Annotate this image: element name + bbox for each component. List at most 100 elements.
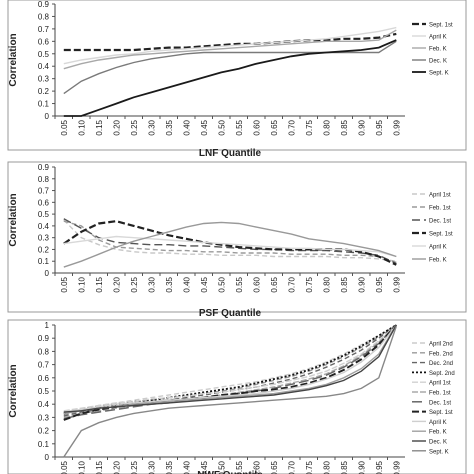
series-line-feb-1st — [63, 220, 397, 264]
x-tick-label: 0.45 — [200, 276, 209, 292]
legend-label: Sept. K — [429, 449, 449, 455]
series-line-dec-1st — [63, 218, 397, 265]
y-tick-label: 0.7 — [38, 187, 50, 196]
legend-label: April 1st — [429, 381, 451, 387]
y-tick-label: 0.3 — [38, 75, 50, 84]
series-line-sept-1st — [63, 32, 397, 52]
x-tick-label: 0.80 — [322, 276, 331, 292]
legend-label: April 1st — [429, 193, 451, 199]
x-axis-title: NWF Quantile — [197, 470, 263, 474]
x-axis-title: LNF Quantile — [199, 148, 262, 159]
legend-label: Feb. 2nd — [429, 351, 453, 357]
x-tick-label: 0.99 — [392, 276, 401, 292]
y-tick-label: 0.5 — [38, 50, 50, 59]
y-axis-title: Correlation — [8, 193, 19, 246]
x-tick-label: 0.05 — [60, 276, 69, 292]
x-tick-label: 0.30 — [147, 119, 156, 135]
x-tick-label: 0.30 — [147, 460, 156, 474]
legend-label: Dec. K — [429, 440, 447, 446]
y-tick-label: 0.9 — [38, 0, 50, 9]
legend-label: Feb. K — [429, 430, 447, 436]
x-tick-label: 0.65 — [270, 119, 279, 135]
y-tick-label: 1 — [45, 321, 50, 330]
x-tick-label: 0.25 — [130, 119, 139, 135]
y-tick-label: 0.3 — [38, 234, 50, 243]
y-tick-label: 0.8 — [38, 175, 50, 184]
y-axis-title: Correlation — [8, 364, 19, 417]
y-tick-label: 0.4 — [38, 222, 50, 231]
series-line-sept-k — [63, 39, 397, 117]
x-tick-label: 0.85 — [340, 276, 349, 292]
x-tick-label: 0.90 — [357, 119, 366, 135]
legend-label: Sept. 2nd — [429, 371, 455, 377]
x-axis-title: PSF Quantile — [199, 308, 262, 319]
y-tick-label: 0.6 — [38, 37, 50, 46]
x-tick-label: 0.20 — [112, 276, 121, 292]
x-tick-label: 0.10 — [77, 276, 86, 292]
y-tick-label: 0.9 — [38, 163, 50, 172]
x-tick-label: 0.35 — [165, 276, 174, 292]
chart-frame — [7, 161, 467, 313]
y-tick-label: 0.2 — [38, 87, 50, 96]
legend-label: Sept. 1st — [429, 232, 453, 238]
y-tick-label: 0 — [45, 453, 50, 462]
legend: April 2nd Feb. 2nd Dec. 2nd Sept. 2nd April … — [412, 342, 455, 455]
series-line-april-k — [63, 26, 397, 65]
x-tick-label: 0.95 — [375, 119, 384, 135]
x-tick-label: 0.15 — [95, 276, 104, 292]
psf-chart: 0 0.1 0.2 0.3 0.4 0.5 0.6 0.7 0.8 0.9 0.05 0.10 0.15… — [7, 161, 467, 319]
legend-label: Feb. 1st — [429, 206, 451, 212]
y-tick-label: 0.6 — [38, 198, 50, 207]
x-tick-label: 0.50 — [217, 460, 226, 474]
x-tick-label: 0.65 — [270, 460, 279, 474]
x-tick-label: 0.70 — [287, 460, 296, 474]
y-tick-label: 0.4 — [38, 62, 50, 71]
x-tick-label: 0.50 — [217, 276, 226, 292]
x-tick-label: 0.60 — [252, 276, 261, 292]
series-line-feb-1st — [63, 324, 397, 419]
legend-label: Sept. 1st — [429, 410, 453, 416]
x-tick-label: 0.95 — [375, 276, 384, 292]
chart-frame — [7, 0, 467, 151]
legend-label: Dec. 2nd — [429, 361, 453, 367]
x-tick-label: 0.45 — [200, 460, 209, 474]
y-tick-label: 0 — [45, 269, 50, 278]
legend-label: April K — [429, 35, 447, 41]
series-line-feb-k — [63, 29, 397, 70]
series-line-april-1st — [63, 324, 397, 412]
x-tick-label: 0.60 — [252, 119, 261, 135]
legend-label: Dec. K — [429, 59, 447, 65]
y-tick-label: 0.9 — [38, 334, 50, 343]
legend-label: Feb. 1st — [429, 391, 451, 397]
x-tick-label: 0.55 — [235, 460, 244, 474]
x-tick-label: 0.35 — [165, 119, 174, 135]
series-line-april-k — [63, 235, 397, 258]
x-tick-label: 0.70 — [287, 276, 296, 292]
x-tick-label: 0.20 — [112, 119, 121, 135]
legend-label: Feb. K — [429, 47, 447, 53]
y-tick-label: 0.2 — [38, 245, 50, 254]
x-tick-label: 0.40 — [182, 460, 191, 474]
y-tick-label: 0.8 — [38, 347, 50, 356]
y-tick-label: 0 — [45, 112, 50, 121]
y-tick-label: 0.1 — [38, 100, 50, 109]
x-tick-label: 0.25 — [130, 276, 139, 292]
x-tick-label: 0.75 — [305, 119, 314, 135]
x-tick-label: 0.80 — [322, 119, 331, 135]
series-line-april-k — [63, 324, 397, 413]
x-tick-label: 0.55 — [235, 276, 244, 292]
x-tick-label: 0.05 — [60, 119, 69, 135]
y-tick-label: 0.4 — [38, 400, 50, 409]
legend: April 1st Feb. 1st Dec. 1st Sept. 1st April … — [412, 193, 453, 264]
y-tick-label: 0.2 — [38, 427, 50, 436]
x-tick-label: 0.85 — [340, 460, 349, 474]
x-tick-label: 0.15 — [95, 460, 104, 474]
series-line-april-1st — [63, 219, 397, 262]
legend-label: April K — [429, 245, 447, 251]
y-tick-label: 0.7 — [38, 25, 50, 34]
x-tick-label: 0.15 — [95, 119, 104, 135]
y-tick-label: 0.3 — [38, 413, 50, 422]
x-tick-label: 0.75 — [305, 276, 314, 292]
series-line-sept-k — [63, 326, 397, 458]
